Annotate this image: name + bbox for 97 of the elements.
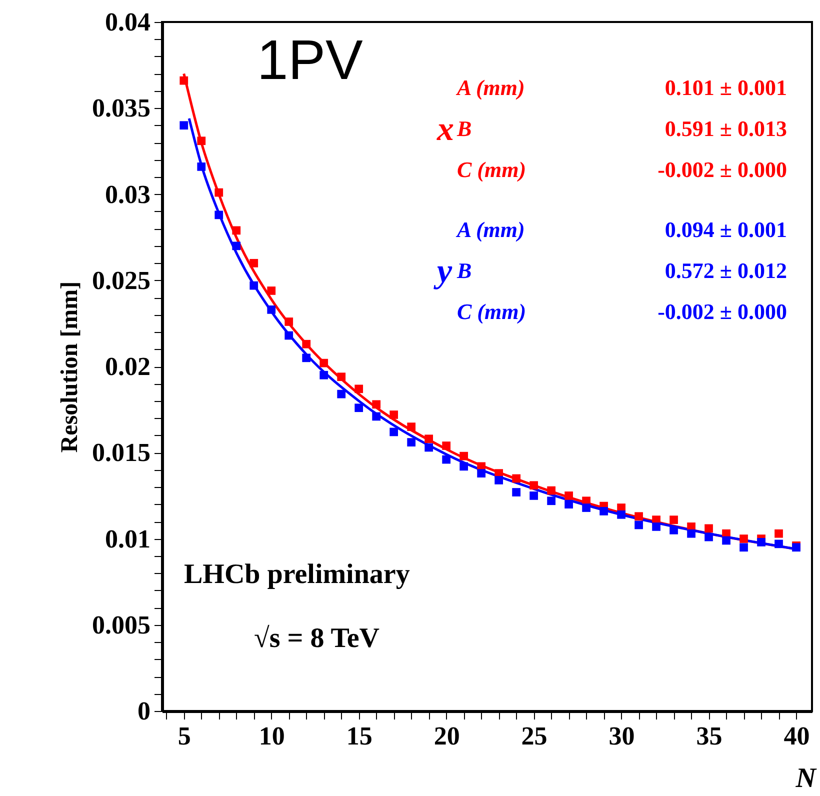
point — [320, 370, 328, 380]
point — [704, 532, 713, 542]
point — [460, 462, 468, 471]
point — [774, 529, 783, 538]
point — [250, 258, 258, 268]
point — [390, 410, 398, 419]
point — [214, 210, 224, 220]
y-tick-label: 0.03 — [105, 180, 150, 209]
annotation: 0.094 ± 0.001 — [664, 217, 787, 242]
annotation: A (mm) — [455, 217, 525, 242]
point — [634, 512, 643, 521]
x-tick-label: 15 — [346, 722, 372, 750]
y-axis-title: Resolution [mm] — [57, 281, 83, 453]
x-axis-title: N — [794, 763, 818, 794]
point — [512, 488, 520, 496]
point — [337, 372, 346, 382]
point — [267, 286, 276, 295]
annotation: C (mm) — [457, 299, 526, 324]
annotation: √s = 8 TeV — [254, 623, 380, 654]
point — [354, 404, 364, 412]
point — [670, 526, 678, 534]
annotation: 1PV — [257, 28, 364, 91]
point — [600, 507, 608, 516]
x-tick-label: 20 — [434, 722, 460, 750]
point — [284, 318, 294, 326]
point — [757, 538, 766, 546]
point — [250, 281, 258, 290]
annotation: B — [456, 258, 472, 283]
point — [390, 428, 398, 436]
point — [232, 242, 241, 250]
point — [442, 455, 451, 464]
point — [477, 469, 486, 478]
point — [460, 452, 468, 460]
y-tick-label: 0.025 — [92, 266, 150, 295]
point — [372, 412, 381, 421]
point — [320, 358, 328, 368]
annotation: A (mm) — [455, 75, 525, 100]
point — [740, 534, 748, 543]
x-tick-label: 35 — [696, 722, 722, 750]
point — [687, 529, 696, 538]
y-tick-label: 0.04 — [105, 8, 150, 36]
point — [704, 524, 713, 533]
annotation: x — [436, 111, 454, 148]
point — [407, 422, 416, 431]
point — [424, 443, 434, 452]
point — [530, 492, 538, 500]
point — [774, 540, 783, 548]
x-tick-label: 10 — [258, 722, 285, 750]
annotation: C (mm) — [457, 157, 526, 182]
point — [180, 121, 188, 130]
annotation: B — [456, 116, 472, 141]
y-tick-label: 0 — [138, 696, 150, 726]
x-tick-label: 5 — [178, 722, 191, 750]
point — [197, 136, 206, 146]
point — [267, 305, 276, 314]
annotation: -0.002 ± 0.000 — [658, 157, 787, 182]
point — [424, 434, 434, 444]
y-tick-label: 0.005 — [92, 610, 150, 640]
annotation: -0.002 ± 0.000 — [658, 299, 787, 324]
point — [407, 438, 416, 446]
point — [442, 442, 451, 450]
y-tick-label: 0.02 — [105, 352, 150, 381]
point — [722, 536, 730, 545]
point — [564, 492, 573, 500]
point — [547, 486, 556, 495]
point — [180, 76, 188, 85]
point — [197, 162, 206, 171]
point — [634, 520, 643, 530]
point — [494, 476, 503, 484]
point — [617, 510, 626, 519]
point — [740, 543, 748, 552]
point — [302, 354, 311, 362]
point — [302, 340, 311, 348]
point — [512, 474, 520, 483]
point — [547, 496, 556, 506]
x-tick-label: 40 — [784, 722, 810, 750]
point — [670, 516, 678, 524]
y-tick-label: 0.015 — [92, 438, 150, 468]
x-tick-label: 25 — [521, 722, 548, 750]
point — [284, 331, 294, 340]
point — [232, 226, 241, 235]
point — [337, 390, 346, 398]
annotation: y — [433, 253, 453, 290]
point — [372, 400, 381, 409]
point — [214, 188, 224, 197]
y-tick-label: 0.035 — [92, 94, 150, 123]
annotation: 0.591 ± 0.013 — [664, 116, 787, 141]
point — [582, 504, 590, 512]
point — [354, 384, 364, 394]
point — [652, 522, 660, 531]
point — [530, 481, 538, 490]
point — [564, 500, 573, 508]
annotation: LHCb preliminary — [184, 559, 410, 590]
y-tick-label: 0.01 — [105, 524, 150, 554]
annotation: 0.101 ± 0.001 — [664, 75, 787, 100]
annotation: 0.572 ± 0.012 — [664, 258, 787, 283]
x-tick-label: 30 — [608, 722, 635, 750]
